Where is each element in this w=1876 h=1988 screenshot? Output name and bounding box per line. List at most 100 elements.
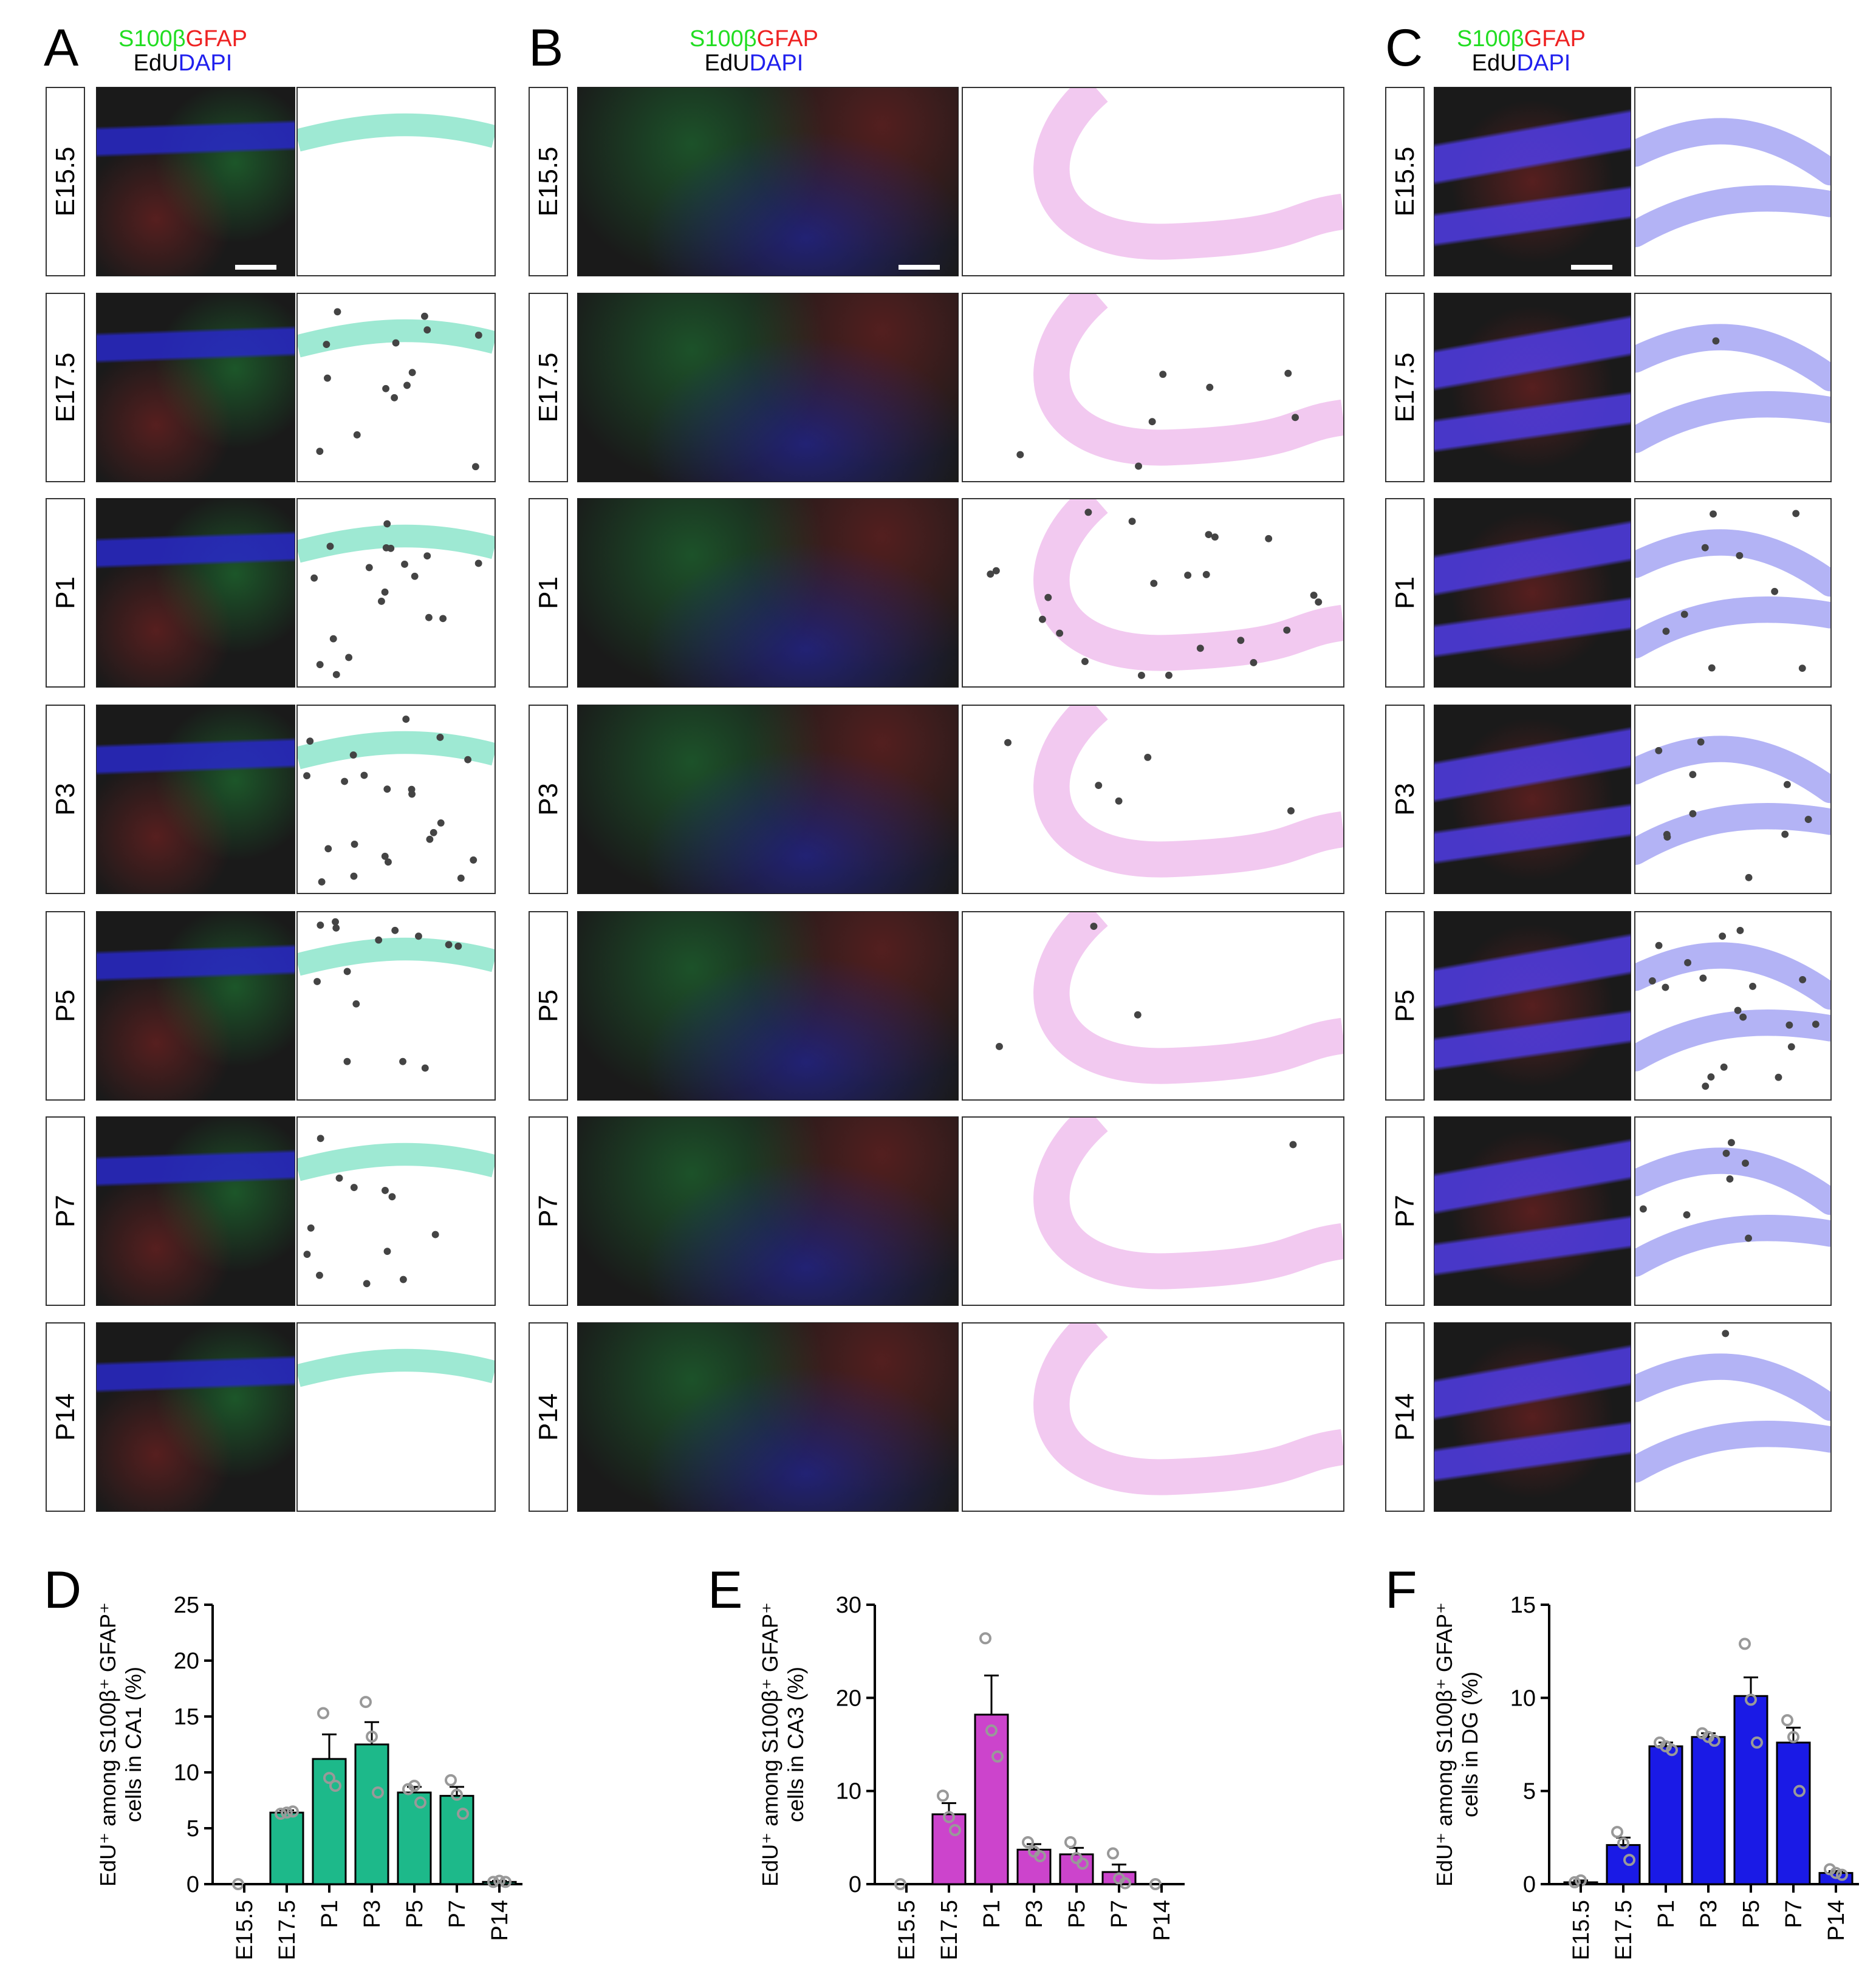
- y-tick-label: 15: [174, 1704, 199, 1730]
- data-point: [451, 1788, 463, 1801]
- edu-cell-dot: [411, 572, 419, 580]
- gfap-label: GFAP: [1524, 26, 1586, 52]
- gfap-label: GFAP: [756, 26, 818, 52]
- dg-upper-blade: [1635, 324, 1830, 392]
- channel-legend-b: S100βGFAP EdUDAPI: [690, 27, 818, 75]
- edu-cell-dot: [1728, 1139, 1735, 1147]
- edu-cell-dot: [323, 341, 330, 348]
- panel-label-c: C: [1385, 19, 1423, 77]
- row-label-b-e17.5: E17.5: [529, 293, 568, 482]
- edu-cell-dot: [365, 564, 373, 572]
- micrograph-b-p5: [577, 911, 959, 1101]
- stage-label: P5: [50, 989, 80, 1022]
- y-tick-label: 20: [836, 1686, 861, 1711]
- ca1-layer: [298, 113, 495, 152]
- edu-cell-dot: [1284, 369, 1292, 377]
- micrograph-c-e17.5: [1434, 293, 1631, 482]
- micrograph-b-e17.5: [577, 293, 959, 482]
- schematic-a-p1: [296, 498, 496, 688]
- schematic-c-p5: [1634, 911, 1832, 1101]
- edu-label: EdU: [704, 50, 750, 76]
- scale-bar: [899, 265, 940, 270]
- edu-cell-dot: [1719, 932, 1727, 940]
- row-label-c-p14: P14: [1385, 1322, 1425, 1512]
- row-label-b-p5: P5: [529, 911, 568, 1101]
- edu-cell-dot: [421, 1064, 429, 1072]
- row-label-b-p3: P3: [529, 705, 568, 894]
- edu-cell-dot: [1165, 671, 1172, 679]
- edu-cell-dot: [1289, 1141, 1297, 1149]
- row-label-b-p1: P1: [529, 498, 568, 688]
- edu-cell-dot: [383, 1248, 391, 1255]
- edu-cell-dot: [401, 561, 408, 568]
- edu-cell-dot: [1662, 983, 1669, 991]
- edu-cell-dot: [316, 661, 324, 669]
- edu-cell-dot: [329, 635, 337, 643]
- ca3-layer: [1033, 1118, 1343, 1289]
- row-label-c-p5: P5: [1385, 911, 1425, 1101]
- ca1-layer: [298, 731, 495, 770]
- edu-cell-dot: [1726, 1175, 1734, 1183]
- schematic-b-p3: [962, 705, 1344, 894]
- micrograph-a-e15.5: [96, 87, 295, 276]
- bar: [974, 1713, 1009, 1885]
- edu-cell-dot: [439, 615, 447, 623]
- edu-cell-dot: [334, 308, 341, 316]
- schematic-b-e17.5: [962, 293, 1344, 482]
- y-axis-label: EdU⁺ among S100β⁺ GFAP⁺cells in DG (%): [1432, 1602, 1482, 1887]
- stage-label: P1: [50, 576, 80, 609]
- edu-cell-dot: [1150, 579, 1158, 587]
- edu-cell-dot: [1720, 1063, 1728, 1071]
- data-point: [281, 1806, 293, 1819]
- stage-label: E17.5: [1389, 352, 1420, 423]
- data-point: [414, 1796, 426, 1809]
- bar: [312, 1758, 347, 1885]
- dapi-label: DAPI: [1516, 50, 1571, 76]
- edu-cell-dot: [1639, 1205, 1647, 1213]
- x-tick-label: P14: [1824, 1900, 1849, 1941]
- edu-cell-dot: [1081, 658, 1089, 665]
- ca3-layer: [1033, 1324, 1343, 1495]
- schematic-a-p7: [296, 1116, 496, 1306]
- dg-lower-blade: [1635, 391, 1830, 453]
- bar: [269, 1811, 304, 1885]
- data-point: [1836, 1868, 1848, 1881]
- dapi-label: DAPI: [749, 50, 804, 76]
- edu-label: EdU: [1471, 50, 1517, 76]
- micrograph-c-e15.5: [1434, 87, 1631, 276]
- micrograph-b-e15.5: [577, 87, 959, 276]
- edu-cell-dot: [313, 978, 321, 985]
- row-label-a-e15.5: E15.5: [46, 87, 85, 276]
- data-point: [275, 1808, 287, 1820]
- edu-cell-dot: [317, 1135, 324, 1143]
- edu-cell-dot: [1689, 810, 1697, 818]
- y-tick-label: 0: [187, 1872, 199, 1897]
- x-tick-label: E15.5: [232, 1900, 258, 1960]
- data-point: [372, 1786, 384, 1799]
- bar: [1733, 1695, 1768, 1885]
- edu-cell-dot: [431, 1231, 439, 1238]
- stage-label: P3: [1389, 783, 1420, 816]
- row-label-a-p3: P3: [46, 705, 85, 894]
- y-axis-label: EdU⁺ among S100β⁺ GFAP⁺cells in CA1 (%): [95, 1602, 146, 1887]
- data-point: [366, 1730, 378, 1743]
- edu-cell-dot: [360, 771, 368, 779]
- edu-cell-dot: [1702, 1082, 1710, 1090]
- edu-cell-dot: [303, 1251, 311, 1258]
- row-label-a-p5: P5: [46, 911, 85, 1101]
- edu-cell-dot: [307, 1224, 315, 1232]
- y-tick-label: 5: [187, 1816, 199, 1842]
- edu-cell-dot: [324, 845, 332, 853]
- panel-label-d: D: [44, 1561, 82, 1619]
- ca1-layer: [298, 1143, 495, 1181]
- x-tick-label: P1: [1654, 1900, 1679, 1928]
- x-tick-label: P1: [979, 1900, 1005, 1928]
- data-point: [445, 1774, 457, 1786]
- edu-cell-dot: [1004, 739, 1012, 746]
- ca1-layer: [298, 319, 495, 358]
- bar: [439, 1795, 474, 1885]
- edu-cell-dot: [1812, 1020, 1820, 1028]
- edu-cell-dot: [1722, 1149, 1730, 1157]
- stage-label: P1: [1389, 576, 1420, 609]
- panel-label-e: E: [708, 1561, 743, 1619]
